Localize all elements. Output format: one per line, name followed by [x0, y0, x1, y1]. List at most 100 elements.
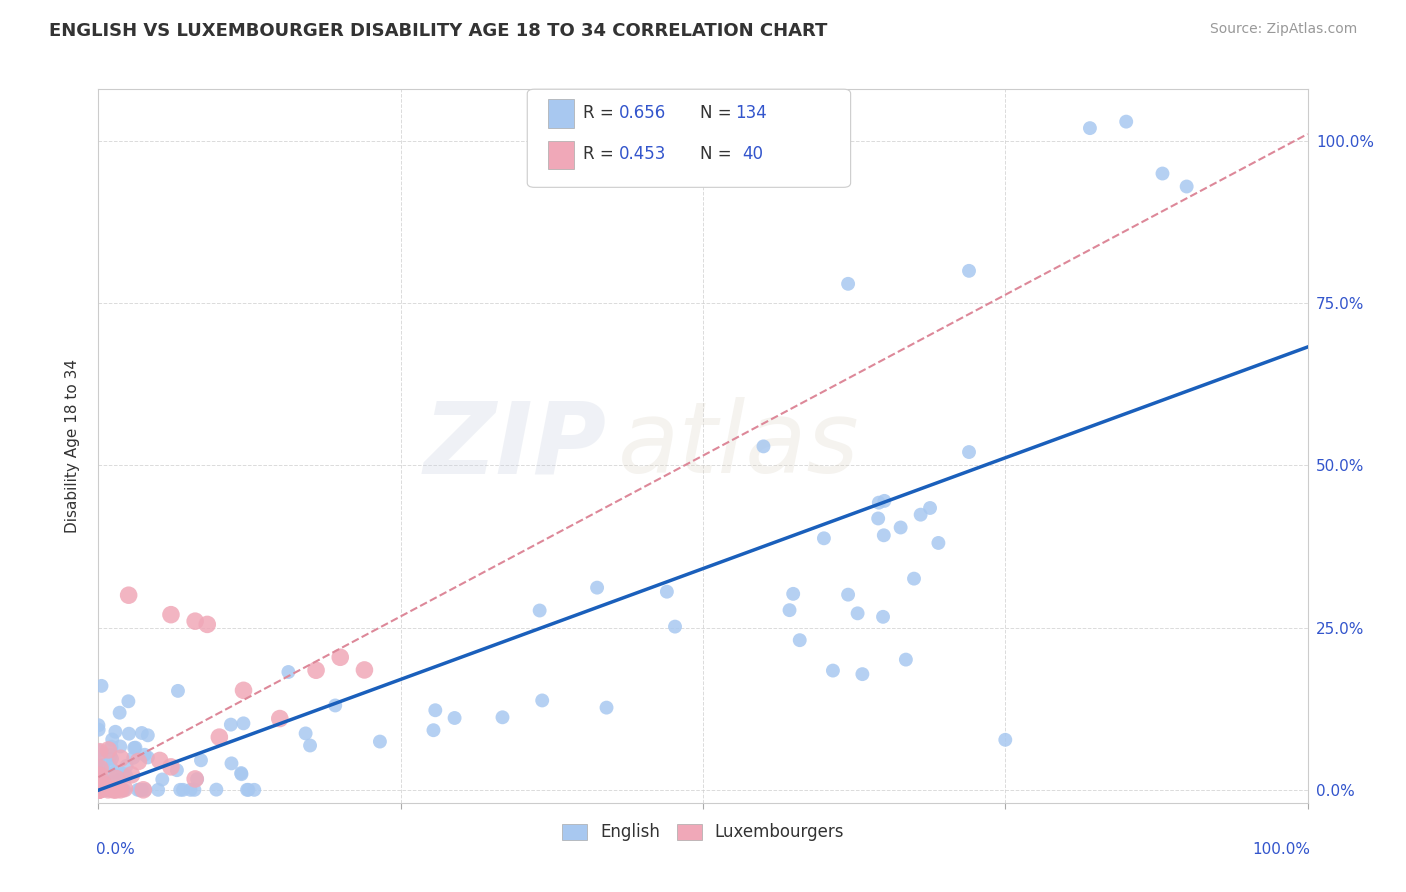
- Point: [221, 756, 243, 771]
- Text: atlas: atlas: [619, 398, 860, 494]
- Point: [104, 765, 127, 780]
- Point: [752, 439, 775, 453]
- Point: [87, 782, 110, 797]
- Point: [87, 718, 110, 732]
- Point: [927, 536, 949, 550]
- Point: [93, 778, 115, 792]
- Point: [118, 727, 141, 741]
- Point: [136, 728, 159, 742]
- Point: [169, 782, 191, 797]
- Text: R =: R =: [583, 104, 620, 122]
- Point: [131, 782, 153, 797]
- Point: [872, 610, 894, 624]
- Point: [101, 732, 124, 747]
- Point: [104, 782, 127, 797]
- Point: [111, 782, 134, 797]
- Point: [89, 782, 111, 797]
- Point: [243, 782, 266, 797]
- Point: [87, 782, 110, 797]
- Point: [131, 782, 153, 797]
- Point: [89, 782, 111, 797]
- Point: [186, 772, 208, 786]
- Text: 134: 134: [735, 104, 768, 122]
- Point: [329, 650, 352, 665]
- Text: 0.0%: 0.0%: [96, 842, 135, 857]
- Point: [110, 782, 132, 797]
- Point: [851, 667, 873, 681]
- Point: [87, 782, 110, 797]
- Point: [105, 772, 128, 786]
- Point: [821, 664, 844, 678]
- Point: [918, 500, 941, 515]
- Point: [323, 698, 346, 713]
- Point: [118, 588, 141, 602]
- Point: [160, 607, 183, 622]
- Point: [172, 782, 194, 797]
- Point: [1115, 114, 1137, 128]
- Point: [837, 277, 859, 291]
- Point: [89, 782, 111, 797]
- Point: [100, 782, 122, 797]
- Text: N =: N =: [700, 145, 737, 163]
- Text: ZIP: ZIP: [423, 398, 606, 494]
- Point: [529, 603, 551, 617]
- Point: [846, 607, 869, 621]
- Point: [134, 747, 156, 762]
- Point: [128, 782, 150, 797]
- Point: [1078, 121, 1101, 136]
- Point: [179, 782, 201, 797]
- Point: [87, 744, 110, 758]
- Point: [957, 264, 980, 278]
- Point: [87, 782, 110, 797]
- Point: [89, 782, 111, 797]
- Point: [910, 508, 932, 522]
- Point: [87, 766, 110, 780]
- Y-axis label: Disability Age 18 to 34: Disability Age 18 to 34: [65, 359, 80, 533]
- Point: [134, 782, 156, 797]
- Text: 100.0%: 100.0%: [1251, 842, 1310, 857]
- Point: [110, 782, 132, 797]
- Point: [873, 528, 896, 542]
- Point: [91, 780, 114, 794]
- Point: [1175, 179, 1198, 194]
- Point: [103, 782, 125, 797]
- Point: [205, 782, 228, 797]
- Point: [122, 740, 145, 755]
- Point: [104, 773, 127, 788]
- Point: [87, 782, 110, 797]
- Point: [136, 750, 159, 764]
- Point: [231, 766, 253, 780]
- Point: [422, 723, 444, 738]
- Point: [813, 531, 835, 545]
- Legend: English, Luxembourgers: English, Luxembourgers: [555, 817, 851, 848]
- Point: [93, 758, 115, 772]
- Point: [779, 603, 801, 617]
- Point: [115, 769, 138, 783]
- Point: [595, 700, 617, 714]
- Point: [238, 782, 260, 797]
- Point: [232, 683, 254, 698]
- Point: [132, 782, 155, 797]
- Point: [655, 584, 678, 599]
- Point: [90, 679, 112, 693]
- Point: [87, 752, 110, 766]
- Text: Source: ZipAtlas.com: Source: ZipAtlas.com: [1209, 22, 1357, 37]
- Point: [146, 782, 169, 797]
- Point: [122, 750, 145, 764]
- Point: [87, 758, 110, 772]
- Point: [208, 730, 231, 744]
- Point: [586, 581, 609, 595]
- Point: [97, 782, 120, 797]
- Point: [87, 782, 110, 797]
- Point: [89, 766, 111, 780]
- Point: [93, 772, 115, 787]
- Point: [91, 782, 114, 797]
- Point: [150, 772, 173, 787]
- Point: [184, 614, 207, 628]
- Point: [103, 775, 125, 789]
- Point: [87, 782, 110, 797]
- Point: [108, 782, 131, 797]
- Point: [103, 782, 125, 797]
- Point: [112, 781, 135, 796]
- Point: [97, 743, 120, 757]
